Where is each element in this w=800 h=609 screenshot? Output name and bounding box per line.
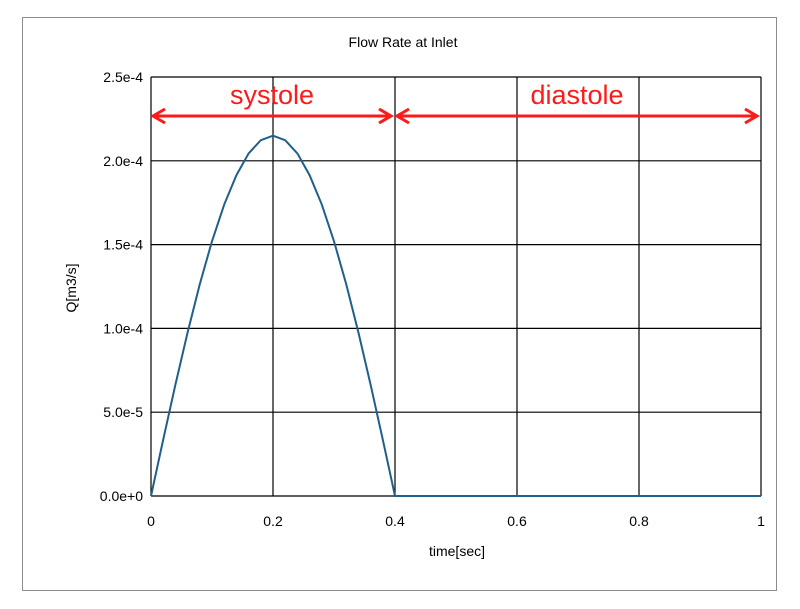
y-tick-label: 1.0e-4 [103, 320, 143, 336]
data-point [224, 204, 225, 205]
annotation-arrowhead-right [744, 107, 760, 125]
data-point [358, 332, 359, 333]
data-point [297, 153, 298, 154]
data-point [187, 332, 188, 333]
data-point [456, 496, 457, 497]
data-point [346, 284, 347, 285]
y-tick-label: 2.5e-4 [103, 69, 143, 85]
data-point [248, 153, 249, 154]
data-point [370, 384, 371, 385]
data-point [151, 496, 152, 497]
annotation-diastole: diastole [394, 80, 760, 125]
y-tick-label: 2.0e-4 [103, 153, 143, 169]
y-tick-labels: 0.0e+0 5.0e-5 1.0e-4 1.5e-4 2.0e-4 2.5e-4 [100, 69, 143, 504]
data-point [260, 140, 261, 141]
x-tick-label: 0.6 [507, 513, 527, 529]
y-tick-label: 5.0e-5 [103, 404, 143, 420]
x-axis-label: time[sec] [429, 543, 485, 559]
y-tick-label: 0.0e+0 [100, 488, 143, 504]
data-point [382, 439, 383, 440]
data-point [639, 496, 640, 497]
data-point [517, 496, 518, 497]
data-point [395, 496, 396, 497]
chart-title: Flow Rate at Inlet [349, 34, 458, 50]
y-axis-label: Q[m3/s] [63, 263, 79, 312]
annotation-group: systole diastole [150, 80, 760, 125]
data-point [285, 140, 286, 141]
annotation-label: diastole [530, 80, 623, 110]
data-point [321, 204, 322, 205]
x-tick-label: 0.2 [263, 513, 283, 529]
x-tick-label: 0.8 [629, 513, 649, 529]
annotation-arrowhead-left [394, 107, 410, 125]
data-point [309, 175, 310, 176]
x-tick-labels: 0 0.2 0.4 0.6 0.8 1 [147, 513, 765, 529]
data-point [273, 135, 274, 136]
data-point [578, 496, 579, 497]
data-point [163, 439, 164, 440]
y-tick-label: 1.5e-4 [103, 237, 143, 253]
flow-rate-series-line [150, 134, 761, 497]
grid-lines [150, 76, 762, 497]
data-point [761, 496, 762, 497]
annotation-label: systole [230, 80, 314, 110]
annotation-systole: systole [150, 80, 394, 125]
data-point [199, 284, 200, 285]
x-tick-label: 1 [757, 513, 765, 529]
annotation-arrowhead-right [378, 107, 394, 125]
x-tick-label: 0.4 [385, 513, 405, 529]
data-point [212, 241, 213, 242]
series-group [150, 134, 762, 497]
data-point [236, 175, 237, 176]
x-tick-label: 0 [147, 513, 155, 529]
annotation-arrowhead-left [150, 107, 166, 125]
data-point [700, 496, 701, 497]
data-point [334, 241, 335, 242]
data-point [175, 384, 176, 385]
